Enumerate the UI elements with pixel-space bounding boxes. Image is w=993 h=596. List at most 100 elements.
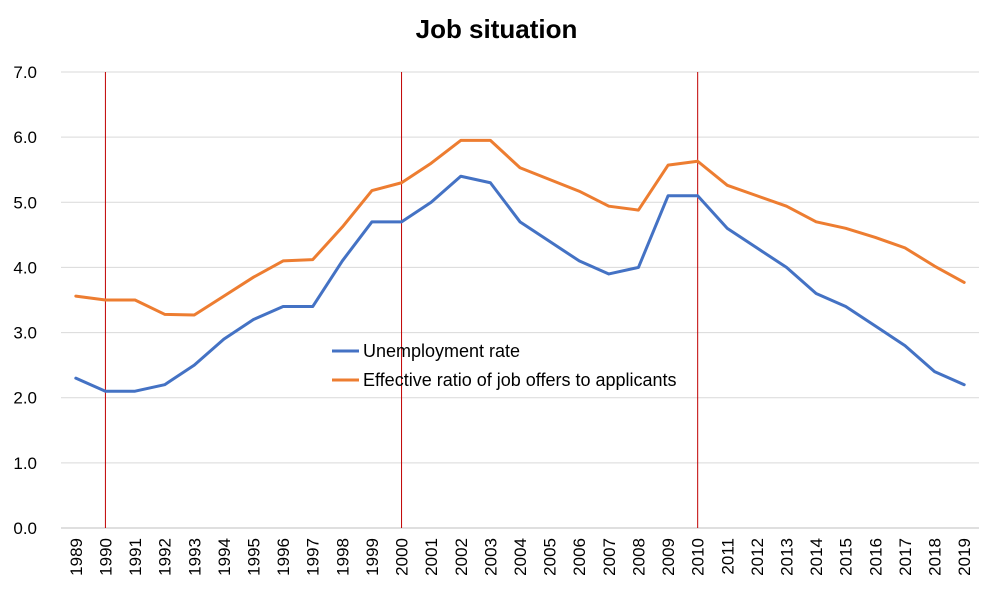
x-tick-label: 1990 [96, 538, 115, 576]
data-point [696, 160, 699, 163]
data-point [163, 383, 166, 386]
data-point [874, 236, 877, 239]
x-tick-label: 2019 [955, 538, 974, 576]
data-point [607, 204, 611, 208]
data-point [370, 220, 374, 224]
data-point [637, 208, 640, 212]
x-tick-label: 2000 [393, 538, 412, 576]
data-point [666, 163, 670, 167]
data-point [222, 337, 226, 341]
data-point [844, 227, 847, 230]
data-point [341, 225, 344, 229]
x-tick-label: 2001 [422, 538, 441, 576]
x-tick-label: 2014 [807, 538, 826, 576]
data-point [429, 162, 433, 165]
x-tick-label: 2012 [748, 538, 767, 576]
data-point [726, 227, 729, 230]
data-point [755, 246, 759, 250]
data-point [518, 166, 522, 169]
data-point [311, 258, 314, 261]
data-point [578, 259, 581, 263]
data-point [933, 370, 936, 373]
data-point [133, 298, 137, 302]
data-point [814, 220, 818, 224]
data-point [489, 139, 492, 142]
y-tick-label: 1.0 [13, 454, 37, 473]
data-point [133, 390, 137, 393]
x-tick-label: 2008 [629, 538, 648, 576]
y-tick-label: 3.0 [13, 324, 37, 343]
x-tick-label: 1989 [67, 538, 86, 576]
x-tick-label: 2007 [600, 538, 619, 576]
data-point [459, 175, 462, 178]
x-tick-label: 2005 [541, 538, 560, 576]
data-point [252, 276, 255, 279]
data-point [252, 318, 255, 321]
data-point [548, 178, 551, 181]
x-tick-label: 2015 [837, 538, 856, 576]
x-tick-label: 1997 [304, 538, 323, 576]
legend-label: Effective ratio of job offers to applica… [363, 370, 677, 390]
data-point [74, 376, 78, 380]
data-point [637, 266, 640, 269]
x-tick-label: 2018 [926, 538, 945, 576]
x-tick-label: 2002 [452, 538, 471, 576]
x-tick-label: 1991 [126, 538, 145, 576]
x-tick-label: 1993 [185, 538, 204, 576]
x-tick-label: 2010 [689, 538, 708, 576]
x-tick-label: 2003 [481, 538, 500, 576]
data-point [222, 294, 226, 298]
y-tick-label: 5.0 [13, 193, 37, 212]
x-tick-label: 1999 [363, 538, 382, 576]
y-tick-label: 7.0 [13, 63, 37, 82]
data-point [104, 298, 107, 302]
data-point [726, 184, 729, 187]
data-point [962, 281, 966, 284]
legend-label: Unemployment rate [363, 341, 520, 361]
y-tick-label: 4.0 [13, 258, 37, 277]
x-tick-label: 2006 [570, 538, 589, 576]
data-point [548, 240, 551, 243]
x-tick-label: 2011 [718, 538, 737, 575]
data-point [666, 194, 670, 197]
x-tick-label: 2004 [511, 538, 530, 576]
data-point [785, 204, 788, 208]
data-point [518, 220, 522, 224]
data-point [844, 305, 847, 308]
x-tick-label: 1994 [215, 538, 234, 576]
x-tick-label: 1996 [274, 538, 293, 576]
data-point [489, 181, 492, 184]
data-point [193, 363, 196, 367]
data-point [578, 190, 581, 193]
data-point [281, 259, 285, 263]
x-tick-label: 2017 [896, 538, 915, 576]
data-point [311, 305, 314, 308]
data-point [459, 139, 462, 142]
x-tick-label: 2016 [866, 538, 885, 576]
data-point [903, 246, 907, 250]
x-tick-label: 1995 [244, 538, 263, 576]
data-point [429, 201, 433, 204]
data-point [370, 189, 374, 192]
data-point [903, 344, 907, 347]
data-point [814, 292, 818, 295]
data-point [400, 220, 403, 224]
x-tick-label: 2009 [659, 538, 678, 576]
data-point [755, 194, 759, 197]
data-point [281, 305, 285, 308]
data-point [933, 264, 936, 268]
x-tick-label: 1992 [156, 538, 175, 576]
x-tick-label: 1998 [333, 538, 352, 576]
data-point [193, 313, 196, 317]
data-point [104, 390, 107, 393]
data-point [74, 294, 78, 298]
y-tick-label: 6.0 [13, 128, 37, 147]
data-point [696, 194, 699, 197]
data-point [962, 383, 966, 386]
data-point [400, 181, 403, 184]
data-point [607, 272, 611, 276]
data-point [785, 266, 788, 269]
data-point [163, 313, 166, 316]
